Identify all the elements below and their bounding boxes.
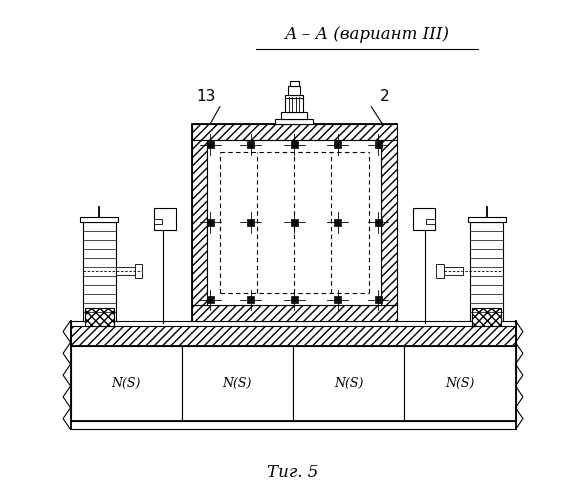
Text: N(S): N(S)	[445, 377, 475, 390]
Bar	[374, 219, 381, 226]
Bar	[70, 320, 516, 326]
Bar	[381, 140, 397, 305]
Bar	[80, 218, 118, 222]
Bar	[192, 140, 207, 305]
Bar	[275, 119, 313, 124]
Bar	[334, 219, 341, 226]
Bar	[154, 208, 176, 230]
Bar	[291, 141, 298, 148]
Bar	[291, 296, 298, 304]
Bar	[192, 124, 397, 140]
Bar	[70, 326, 516, 346]
Bar	[437, 264, 444, 278]
Bar	[334, 141, 341, 148]
Text: Τиг. 5: Τиг. 5	[267, 464, 319, 481]
Text: А – А (вариант III): А – А (вариант III)	[285, 26, 449, 44]
Bar	[247, 141, 254, 148]
Bar	[426, 219, 435, 224]
Bar	[207, 141, 214, 148]
Bar	[116, 268, 135, 275]
Text: N(S): N(S)	[223, 377, 252, 390]
Bar	[404, 346, 516, 420]
Bar	[207, 140, 381, 305]
Bar	[290, 81, 299, 86]
Text: 2: 2	[380, 89, 389, 104]
Bar	[291, 219, 298, 226]
Bar	[247, 296, 254, 304]
Bar	[192, 305, 397, 320]
Bar	[468, 218, 506, 222]
Bar	[413, 208, 435, 230]
Text: 13: 13	[197, 89, 216, 104]
Bar	[85, 308, 114, 326]
Bar	[288, 86, 300, 94]
Bar	[135, 264, 142, 278]
Bar	[281, 112, 307, 119]
Text: N(S): N(S)	[334, 377, 363, 390]
Bar	[70, 346, 182, 420]
Bar	[83, 222, 116, 320]
Bar	[207, 296, 214, 304]
Bar	[247, 219, 254, 226]
Bar	[285, 96, 303, 112]
Bar	[444, 268, 462, 275]
Bar	[470, 222, 503, 320]
Bar	[374, 296, 381, 304]
Bar	[374, 141, 381, 148]
Bar	[472, 308, 501, 326]
Bar	[207, 219, 214, 226]
Bar	[192, 124, 397, 320]
Bar	[285, 94, 303, 98]
Text: N(S): N(S)	[111, 377, 141, 390]
Bar	[334, 296, 341, 304]
Bar	[293, 346, 404, 420]
Bar	[154, 219, 162, 224]
Bar	[182, 346, 293, 420]
